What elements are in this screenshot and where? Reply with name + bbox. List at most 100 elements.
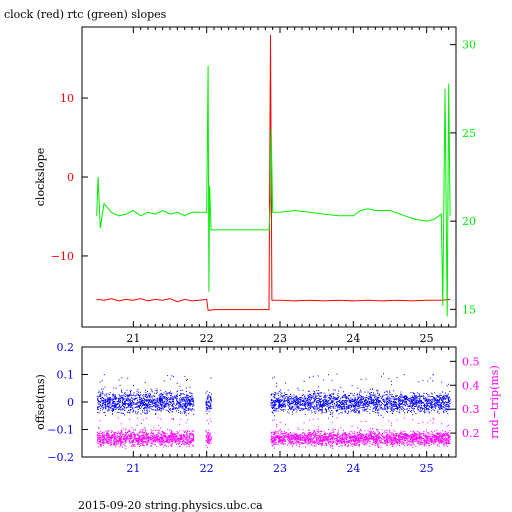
data-point xyxy=(322,411,324,413)
data-point xyxy=(140,404,141,406)
data-point xyxy=(423,410,425,412)
data-point xyxy=(182,405,184,407)
data-point xyxy=(414,396,416,398)
data-point xyxy=(403,397,405,398)
data-point xyxy=(309,395,310,397)
data-point xyxy=(398,404,399,406)
data-point xyxy=(168,441,170,443)
data-point xyxy=(317,375,319,377)
data-point xyxy=(124,438,126,440)
data-point xyxy=(157,441,159,443)
data-point xyxy=(389,398,391,400)
data-point xyxy=(124,444,126,446)
data-point xyxy=(376,391,378,393)
data-point xyxy=(318,410,319,412)
data-point xyxy=(356,394,358,396)
data-point xyxy=(127,434,129,436)
data-point xyxy=(98,435,100,437)
data-point xyxy=(331,402,333,404)
data-point xyxy=(412,401,414,403)
data-point xyxy=(156,429,158,431)
data-point xyxy=(98,426,100,428)
data-point xyxy=(184,405,186,407)
data-point xyxy=(130,392,132,394)
data-point xyxy=(396,395,398,397)
data-point xyxy=(144,390,146,392)
data-point xyxy=(134,397,136,399)
data-point xyxy=(109,402,111,404)
data-point xyxy=(404,405,406,407)
data-point xyxy=(144,412,145,414)
data-point xyxy=(160,444,162,446)
data-point xyxy=(400,403,402,404)
data-point xyxy=(206,405,208,407)
data-point xyxy=(291,401,293,403)
data-point xyxy=(188,444,190,446)
data-point xyxy=(127,436,129,437)
data-point xyxy=(147,395,149,397)
data-point xyxy=(324,401,326,402)
data-point xyxy=(117,411,119,413)
data-point xyxy=(97,402,99,404)
data-point xyxy=(143,437,145,439)
data-point xyxy=(169,435,170,437)
data-point xyxy=(280,394,282,396)
y2-tick-label: 20 xyxy=(462,215,476,228)
data-point xyxy=(127,402,129,404)
data-point xyxy=(378,395,380,397)
data-point xyxy=(108,400,110,402)
data-point xyxy=(354,402,356,404)
data-point xyxy=(180,406,182,408)
data-point xyxy=(141,402,143,404)
data-point xyxy=(364,397,366,399)
data-point xyxy=(119,384,121,386)
data-point xyxy=(402,404,404,406)
data-point xyxy=(185,430,187,432)
data-point xyxy=(130,433,132,435)
data-point xyxy=(182,393,184,395)
data-point xyxy=(311,395,313,397)
data-point xyxy=(107,433,109,435)
data-point xyxy=(280,405,282,407)
data-point xyxy=(133,433,135,435)
data-point xyxy=(297,387,299,389)
data-point xyxy=(407,400,409,402)
data-point xyxy=(107,442,109,444)
data-point xyxy=(139,405,141,407)
data-point xyxy=(113,440,115,442)
data-point xyxy=(295,397,297,399)
data-point xyxy=(174,435,176,437)
data-point xyxy=(272,399,274,401)
data-point xyxy=(189,409,191,411)
data-point xyxy=(110,397,112,398)
data-point xyxy=(209,396,211,398)
data-point xyxy=(284,406,286,408)
data-point xyxy=(366,397,368,399)
data-point xyxy=(148,436,150,438)
data-point xyxy=(308,398,310,400)
data-point xyxy=(277,393,279,395)
data-point xyxy=(140,401,142,403)
data-point xyxy=(337,409,339,411)
data-point xyxy=(277,398,279,400)
data-point xyxy=(137,402,139,404)
data-point xyxy=(190,392,192,394)
data-point xyxy=(288,395,290,397)
data-point xyxy=(175,436,177,438)
data-point xyxy=(329,413,331,415)
data-point xyxy=(110,407,112,409)
data-point xyxy=(395,396,397,397)
data-point xyxy=(165,409,167,411)
data-point xyxy=(145,441,147,443)
data-point xyxy=(167,410,169,412)
data-point xyxy=(144,427,146,429)
data-point xyxy=(166,440,168,442)
data-point xyxy=(119,406,121,408)
data-point xyxy=(160,442,162,444)
data-point xyxy=(309,400,311,402)
data-point xyxy=(344,396,346,398)
data-point xyxy=(104,439,106,441)
data-point xyxy=(282,400,284,402)
data-point xyxy=(341,403,343,405)
data-point xyxy=(183,400,185,402)
